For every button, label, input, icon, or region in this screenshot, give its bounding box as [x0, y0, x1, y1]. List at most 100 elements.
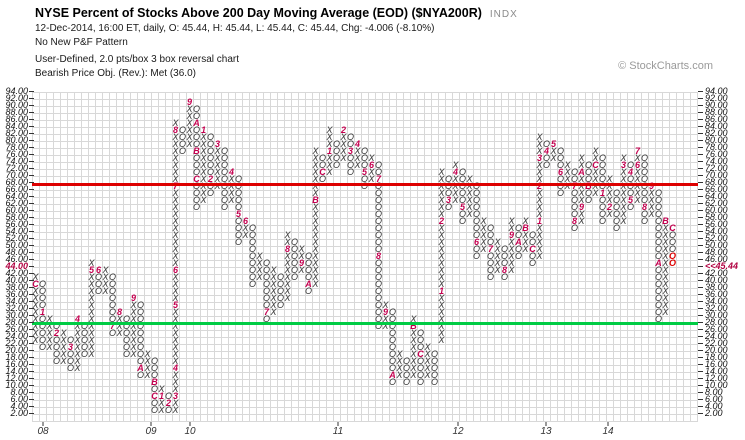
pf-box-x: X — [662, 222, 669, 233]
pf-box-x: X — [438, 236, 445, 247]
pf-month-mark: 5 — [235, 208, 241, 219]
y-axis-tick — [29, 119, 34, 120]
pf-month-mark: 4 — [172, 362, 178, 373]
pf-box-x: X — [172, 131, 179, 142]
pf-current-box: O — [669, 250, 677, 261]
pf-box-x: X — [606, 173, 613, 184]
pf-box-o: O — [361, 145, 369, 156]
pf-box-x: X — [438, 173, 445, 184]
pf-box-x: X — [172, 327, 179, 338]
pf-month-mark: A — [305, 278, 312, 289]
y-axis-label: 4.00 — [705, 401, 723, 411]
pf-box-x: X — [536, 131, 543, 142]
pf-month-mark: A — [578, 166, 585, 177]
pf-box-x: X — [186, 117, 193, 128]
y-axis-tick — [698, 175, 703, 176]
pf-box-o: O — [221, 166, 229, 177]
y-axis-label: 84.00 — [5, 121, 28, 131]
pf-box-x: X — [368, 173, 375, 184]
pf-box-x: X — [550, 152, 557, 163]
pf-box-x: X — [88, 348, 95, 359]
pf-month-mark: 1 — [39, 306, 45, 317]
page-title: NYSE Percent of Stocks Above 200 Day Mov… — [35, 6, 518, 20]
pf-month-mark: B — [151, 376, 158, 387]
pf-box-x: X — [438, 201, 445, 212]
pf-box-o: O — [403, 369, 411, 380]
pf-box-o: O — [459, 166, 467, 177]
pf-box-o: O — [39, 327, 47, 338]
pf-box-x: X — [88, 285, 95, 296]
pf-box-o: O — [389, 327, 397, 338]
y-axis-label: 72.00 — [705, 163, 728, 173]
y-axis-label: 4.00 — [10, 401, 28, 411]
y-axis-tick — [698, 98, 703, 99]
y-axis-tick — [698, 112, 703, 113]
y-axis-label: 16.00 — [705, 359, 728, 369]
pf-box-x: X — [536, 173, 543, 184]
pf-box-x: X — [396, 355, 403, 366]
pf-box-x: X — [130, 299, 137, 310]
y-axis-label: 78.00 — [705, 142, 728, 152]
pf-box-x: X — [172, 250, 179, 261]
y-axis-label: 74.00 — [705, 156, 728, 166]
pf-box-x: X — [508, 257, 515, 268]
pf-box-o: O — [557, 173, 565, 184]
pf-box-x: X — [578, 208, 585, 219]
pf-box-x: X — [88, 299, 95, 310]
pf-box-x: X — [172, 159, 179, 170]
x-axis-tick — [457, 421, 459, 426]
pf-box-x: X — [242, 229, 249, 240]
pf-box-x: X — [200, 187, 207, 198]
pf-box-o: O — [81, 334, 89, 345]
pf-box-x: X — [60, 355, 67, 366]
pf-month-mark: C — [417, 348, 424, 359]
pf-box-x: X — [172, 341, 179, 352]
pf-month-mark: 3 — [620, 159, 626, 170]
pf-box-o: O — [277, 292, 285, 303]
pf-box-x: X — [88, 292, 95, 303]
pf-box-o: O — [627, 187, 635, 198]
pf-box-o: O — [193, 152, 201, 163]
pf-box-x: X — [228, 187, 235, 198]
pf-box-x: X — [256, 271, 263, 282]
pf-month-mark: 4 — [74, 313, 80, 324]
pf-box-o: O — [179, 131, 187, 142]
pf-current-box: O — [669, 257, 677, 268]
pf-box-x: X — [620, 215, 627, 226]
x-axis-tick — [337, 421, 339, 426]
pf-box-x: X — [312, 229, 319, 240]
pf-box-o: O — [235, 222, 243, 233]
pf-month-mark: 4 — [452, 166, 458, 177]
pf-box-x: X — [662, 292, 669, 303]
pf-box-x: X — [508, 222, 515, 233]
bullish-support-line — [32, 322, 698, 326]
pf-box-o: O — [585, 187, 593, 198]
pf-box-x: X — [172, 285, 179, 296]
pf-box-o: O — [235, 201, 243, 212]
y-axis-label: 50.00 — [705, 240, 728, 250]
pf-box-x: X — [438, 327, 445, 338]
y-axis-tick — [29, 238, 34, 239]
pf-month-mark: 8 — [284, 243, 290, 254]
y-axis-label: 24.00 — [705, 331, 728, 341]
pf-box-x: X — [186, 103, 193, 114]
pf-month-mark: 8 — [571, 215, 577, 226]
y-axis-tick — [29, 406, 34, 407]
pf-month-mark: 1 — [599, 187, 605, 198]
pf-box-o: O — [375, 320, 383, 331]
y-axis-tick — [698, 364, 703, 365]
y-axis-label: 30.00 — [5, 310, 28, 320]
pf-box-o: O — [375, 159, 383, 170]
pf-box-x: X — [494, 243, 501, 254]
pf-box-o: O — [375, 271, 383, 282]
pf-box-x: X — [410, 327, 417, 338]
pf-box-x: X — [144, 348, 151, 359]
pf-box-o: O — [571, 166, 579, 177]
pf-box-x: X — [452, 187, 459, 198]
pf-box-o: O — [137, 341, 145, 352]
pf-box-x: X — [648, 208, 655, 219]
pf-box-x: X — [424, 348, 431, 359]
pf-box-o: O — [165, 390, 173, 401]
pf-box-x: X — [172, 320, 179, 331]
pf-box-x: X — [340, 152, 347, 163]
